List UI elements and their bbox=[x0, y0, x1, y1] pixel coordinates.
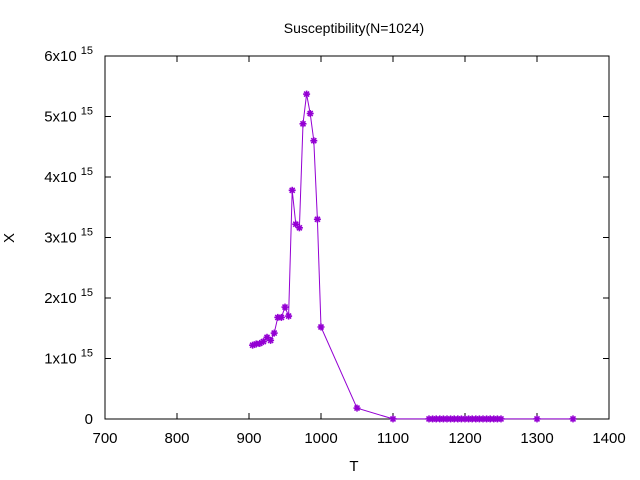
y-tick-exponent: 15 bbox=[81, 45, 93, 57]
x-tick-label: 900 bbox=[236, 430, 261, 447]
data-point bbox=[569, 415, 577, 423]
y-tick-exponent: 15 bbox=[81, 287, 93, 299]
data-point bbox=[497, 415, 505, 423]
data-point bbox=[313, 215, 321, 223]
data-point bbox=[295, 224, 303, 232]
y-tick-exponent: 15 bbox=[81, 227, 93, 239]
series-layer bbox=[249, 90, 577, 423]
plot-frame bbox=[104, 55, 610, 420]
x-tick-label: 1100 bbox=[377, 430, 409, 447]
y-tick-label: 3x10 15 bbox=[44, 227, 93, 247]
x-tick-label: 800 bbox=[164, 430, 189, 447]
data-point bbox=[306, 110, 314, 117]
data-point bbox=[288, 186, 296, 194]
data-point bbox=[267, 336, 275, 344]
x-tick-label: 1000 bbox=[304, 430, 337, 447]
chart-title: Susceptibility(N=1024) bbox=[284, 20, 424, 36]
data-point bbox=[533, 415, 541, 423]
data-point bbox=[281, 303, 289, 311]
y-tick-mantissa: 1x10 bbox=[44, 351, 77, 368]
y-tick-label: 2x10 15 bbox=[44, 287, 93, 307]
data-point bbox=[277, 313, 285, 321]
x-tick-label: 1200 bbox=[448, 430, 481, 447]
y-tick-exponent: 15 bbox=[81, 348, 93, 360]
data-point bbox=[270, 329, 278, 337]
x-tick-label: 1300 bbox=[520, 430, 553, 447]
data-point bbox=[353, 404, 361, 412]
y-tick-mantissa: 5x10 bbox=[44, 109, 77, 126]
data-point bbox=[310, 137, 318, 145]
y-tick-label: 1x10 15 bbox=[44, 348, 93, 368]
y-tick-mantissa: 4x10 bbox=[44, 169, 77, 186]
x-tick-label: 700 bbox=[92, 430, 117, 447]
data-point bbox=[285, 312, 293, 320]
y-tick-mantissa: 6x10 bbox=[44, 48, 77, 65]
y-tick-exponent: 15 bbox=[81, 106, 93, 118]
y-tick-mantissa: 2x10 bbox=[44, 290, 77, 307]
data-point bbox=[299, 120, 307, 128]
y-axis-label: X bbox=[1, 233, 18, 243]
series-line bbox=[252, 94, 573, 420]
y-tick-label: 5x10 15 bbox=[44, 106, 93, 126]
data-point bbox=[303, 90, 311, 98]
data-point bbox=[389, 415, 397, 423]
y-tick-mantissa: 0 bbox=[85, 411, 93, 428]
x-tick-label: 1400 bbox=[592, 430, 625, 447]
data-point bbox=[263, 333, 271, 341]
y-tick-exponent: 15 bbox=[81, 166, 93, 178]
x-axis-label: T bbox=[349, 458, 358, 475]
y-tick-label: 0 bbox=[85, 411, 93, 428]
y-tick-label: 4x10 15 bbox=[44, 166, 93, 186]
y-tick-label: 6x10 15 bbox=[44, 45, 93, 65]
y-tick-mantissa: 3x10 bbox=[44, 230, 77, 247]
data-point bbox=[317, 323, 325, 331]
